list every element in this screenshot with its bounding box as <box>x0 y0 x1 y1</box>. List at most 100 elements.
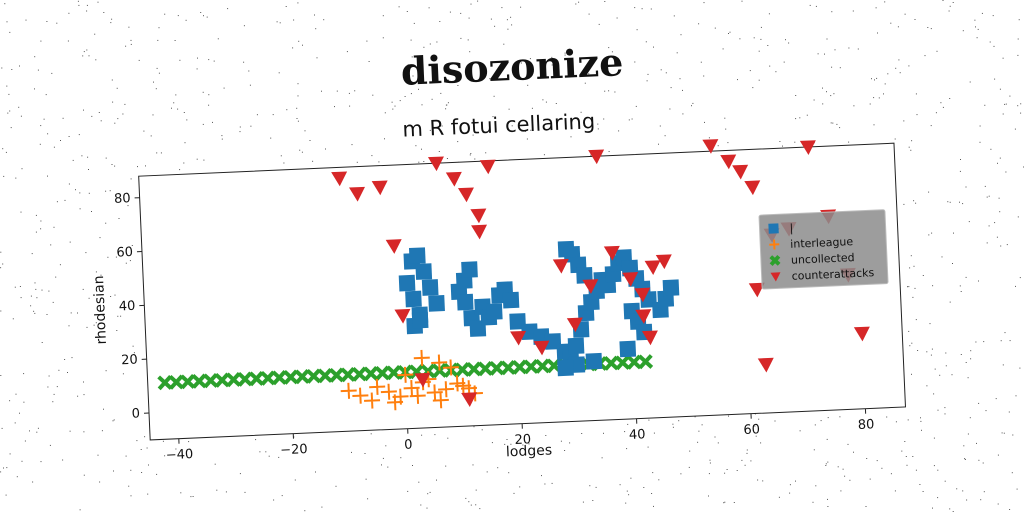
noise-dot <box>472 134 474 136</box>
noise-dot <box>32 481 34 483</box>
noise-dot <box>921 429 922 431</box>
noise-dot <box>36 431 38 433</box>
noise-dot <box>110 296 112 297</box>
noise-dot <box>551 56 553 58</box>
data-point <box>634 287 651 303</box>
noise-dot <box>873 97 875 99</box>
noise-dot <box>71 357 73 359</box>
noise-dot <box>239 126 241 128</box>
noise-dot <box>752 87 754 89</box>
noise-dot <box>682 89 683 91</box>
noise-dot <box>519 486 521 488</box>
noise-dot <box>984 104 986 106</box>
noise-dot <box>77 312 78 314</box>
noise-dot <box>588 13 590 15</box>
noise-dot <box>908 330 910 332</box>
noise-dot <box>302 44 303 46</box>
noise-dot <box>922 491 924 492</box>
noise-dot <box>384 138 385 140</box>
noise-dot <box>760 26 762 28</box>
data-point <box>502 291 520 309</box>
noise-dot <box>489 78 491 80</box>
noise-dot <box>427 493 429 495</box>
noise-dot <box>9 453 11 455</box>
noise-dot <box>703 75 705 77</box>
noise-dot <box>646 80 648 82</box>
noise-dot <box>901 450 903 452</box>
noise-dot <box>180 492 182 494</box>
data-point <box>489 360 505 376</box>
noise-dot <box>418 88 419 90</box>
noise-dot <box>908 65 910 67</box>
data-point <box>512 359 528 375</box>
noise-dot <box>965 362 967 363</box>
noise-dot <box>634 61 636 63</box>
data-point <box>585 352 603 370</box>
noise-dot <box>937 497 939 499</box>
noise-dot <box>285 6 287 7</box>
noise-dot <box>628 119 630 121</box>
noise-dot <box>48 375 50 377</box>
noise-dot <box>951 374 953 376</box>
noise-dot <box>175 448 177 450</box>
noise-dot <box>827 506 829 507</box>
noise-dot <box>513 492 515 494</box>
noise-dot <box>477 0 479 2</box>
noise-dot <box>30 305 32 307</box>
noise-dot <box>904 13 906 15</box>
noise-dot <box>112 101 114 103</box>
noise-dot <box>56 22 58 24</box>
noise-dot <box>24 440 26 442</box>
noise-dot <box>188 441 190 443</box>
noise-dot <box>795 118 797 120</box>
noise-dot <box>722 48 724 50</box>
noise-dot <box>10 127 12 129</box>
noise-dot <box>20 211 22 213</box>
noise-dot <box>653 46 654 48</box>
noise-dot <box>542 99 544 101</box>
noise-dot <box>23 373 25 375</box>
data-point <box>385 239 402 254</box>
noise-dot <box>965 458 966 460</box>
noise-dot <box>876 460 878 462</box>
data-point <box>485 303 503 320</box>
noise-dot <box>183 112 185 113</box>
noise-dot <box>19 286 21 287</box>
noise-dot <box>79 509 81 511</box>
noise-dot <box>914 287 916 289</box>
noise-dot <box>79 192 81 194</box>
noise-dot <box>69 241 71 243</box>
noise-dot <box>494 25 496 27</box>
noise-dot <box>869 478 871 480</box>
noise-dot <box>988 195 990 197</box>
data-point <box>413 349 430 366</box>
noise-dot <box>922 275 924 276</box>
noise-dot <box>164 455 166 457</box>
noise-dot <box>582 501 584 503</box>
noise-dot <box>700 61 702 63</box>
noise-dot <box>768 13 770 15</box>
noise-dot <box>894 138 896 140</box>
noise-dot <box>3 467 4 469</box>
noise-dot <box>908 286 910 288</box>
noise-dot <box>457 141 459 143</box>
noise-dot <box>276 21 278 23</box>
noise-dot <box>624 431 626 433</box>
noise-dot <box>511 24 513 26</box>
noise-dot <box>150 135 152 137</box>
noise-dot <box>680 34 682 36</box>
noise-dot <box>29 430 30 432</box>
data-point <box>351 366 368 382</box>
noise-dot <box>709 459 711 461</box>
noise-dot <box>88 192 90 194</box>
noise-dot <box>392 108 394 110</box>
noise-dot <box>949 98 951 99</box>
noise-dot <box>125 262 127 264</box>
noise-dot <box>200 12 202 13</box>
noise-dot <box>714 27 716 29</box>
noise-dot <box>304 510 306 512</box>
noise-dot <box>103 408 104 410</box>
noise-dot <box>962 30 964 32</box>
noise-dot <box>915 319 917 321</box>
noise-dot <box>279 22 281 24</box>
